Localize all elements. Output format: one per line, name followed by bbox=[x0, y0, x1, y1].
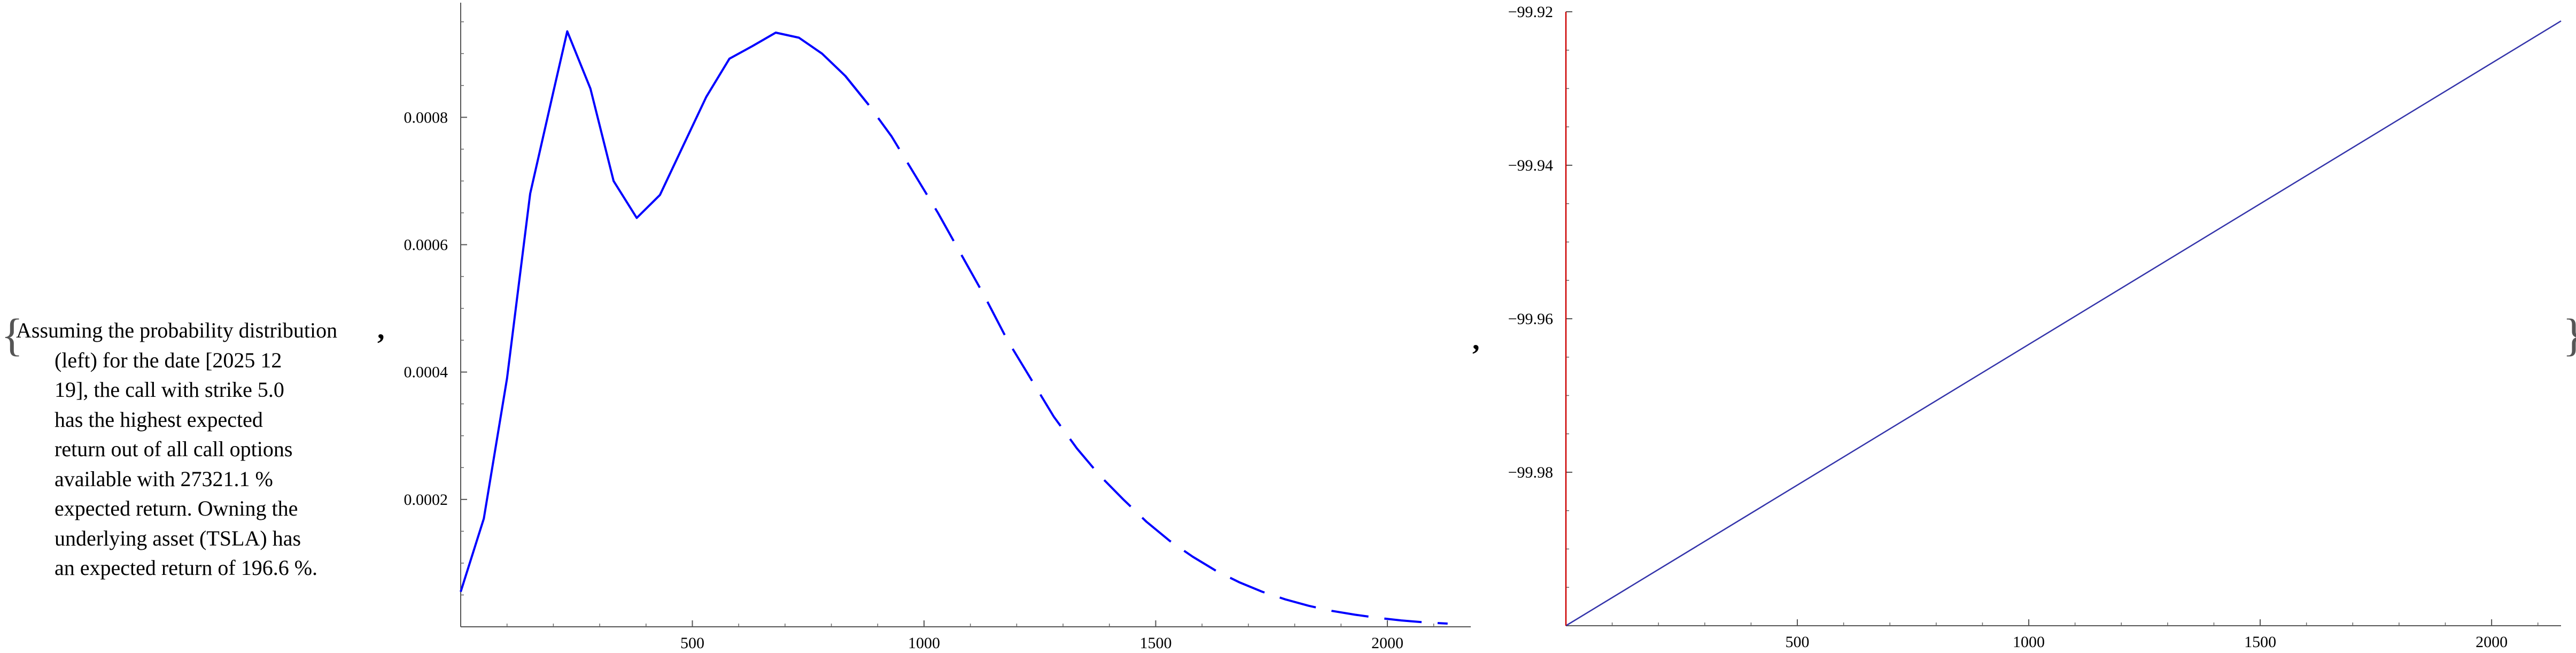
x-tick-label: 2000 bbox=[2476, 633, 2508, 651]
x-tick-label: 1000 bbox=[2013, 633, 2045, 651]
y-tick-label: −99.96 bbox=[1508, 310, 1553, 328]
x-tick-label: 1500 bbox=[2244, 633, 2276, 651]
y-tick-label: 0.0004 bbox=[404, 364, 448, 381]
x-tick-label: 500 bbox=[680, 634, 704, 652]
y-tick-label: −99.98 bbox=[1508, 464, 1553, 481]
expected-return-line bbox=[1565, 20, 2562, 627]
summary-line: available with 27321.1 % bbox=[55, 466, 273, 491]
x-tick-label: 1500 bbox=[1139, 634, 1171, 652]
probability-density-chart: 500 1000 1500 2000 0.0002 0.0004 0.0006 0.0008 bbox=[404, 3, 1471, 652]
summary-line: underlying asset (TSLA) has bbox=[55, 526, 301, 550]
summary-line: return out of all call options bbox=[55, 437, 293, 461]
list-separator: , bbox=[1472, 324, 1480, 356]
x-tick-label: 1000 bbox=[908, 634, 940, 652]
summary-line: Assuming the probability distribution bbox=[16, 318, 338, 342]
open-brace: { bbox=[1, 309, 24, 360]
x-tick-label: 2000 bbox=[1371, 634, 1403, 652]
expected-return-chart: 500 1000 1500 2000 −99.98 −99.96 −99.94 −99.92 bbox=[1508, 3, 2562, 651]
y-tick-label: 0.0008 bbox=[404, 109, 448, 126]
close-brace: } bbox=[2563, 312, 2576, 358]
density-curve-tail bbox=[844, 75, 1448, 625]
y-tick-label: −99.92 bbox=[1508, 3, 1553, 21]
summary-line: 19], the call with strike 5.0 bbox=[55, 378, 284, 402]
summary-line: an expected return of 196.6 %. bbox=[55, 556, 318, 580]
density-curve bbox=[460, 30, 870, 593]
summary-line: expected return. Owning the bbox=[55, 496, 298, 520]
y-tick-label: −99.94 bbox=[1508, 157, 1553, 174]
expected-return-summary: Assuming the probability distribution (l… bbox=[16, 316, 379, 583]
x-tick-label: 500 bbox=[1786, 633, 1810, 651]
summary-line: has the highest expected bbox=[55, 407, 263, 432]
y-tick-label: 0.0002 bbox=[404, 491, 448, 509]
y-tick-label: 0.0006 bbox=[404, 236, 448, 254]
list-separator: , bbox=[377, 313, 385, 345]
summary-line: (left) for the date [2025 12 bbox=[55, 348, 282, 372]
